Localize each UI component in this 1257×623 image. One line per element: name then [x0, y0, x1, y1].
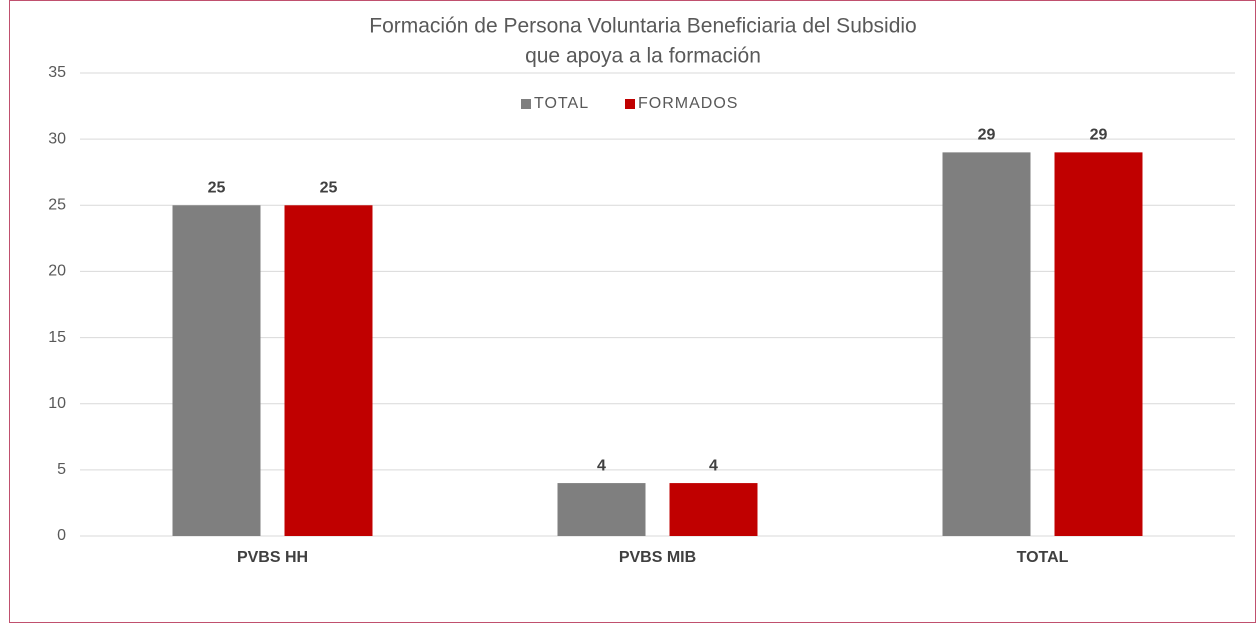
data-label: 29 [1090, 127, 1108, 144]
bar [284, 205, 373, 537]
y-tick-label: 30 [48, 130, 66, 147]
y-tick-label: 15 [48, 329, 66, 346]
legend-swatch [625, 99, 635, 109]
legend-swatch [521, 99, 531, 109]
data-label: 25 [208, 180, 226, 197]
data-label: 4 [709, 457, 718, 474]
x-tick-label: TOTAL [1017, 549, 1069, 566]
y-tick-label: 10 [48, 395, 66, 412]
x-tick-label: PVBS MIB [619, 549, 696, 566]
bar [669, 483, 758, 536]
chart-title-line: Formación de Persona Voluntaria Benefici… [369, 15, 917, 38]
bar [942, 152, 1031, 536]
data-label: 25 [320, 180, 338, 197]
y-tick-label: 25 [48, 197, 66, 214]
bar [557, 483, 646, 536]
bar [172, 205, 261, 537]
data-label: 29 [978, 127, 996, 144]
bar [1054, 152, 1143, 536]
y-tick-label: 0 [57, 527, 66, 544]
legend-label: TOTAL [534, 95, 589, 112]
x-tick-label: PVBS HH [237, 549, 308, 566]
chart-title-line: que apoya a la formación [525, 45, 761, 68]
data-label: 4 [597, 457, 606, 474]
y-tick-label: 5 [57, 461, 66, 478]
y-tick-label: 20 [48, 263, 66, 280]
legend-label: FORMADOS [638, 95, 738, 112]
y-tick-label: 35 [48, 64, 66, 81]
